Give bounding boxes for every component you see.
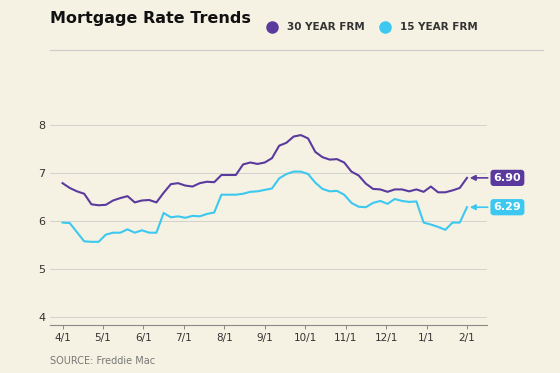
Text: 6.29: 6.29 [472, 202, 521, 212]
Text: SOURCE: Freddie Mac: SOURCE: Freddie Mac [50, 355, 156, 366]
Legend: 30 YEAR FRM, 15 YEAR FRM: 30 YEAR FRM, 15 YEAR FRM [258, 18, 482, 37]
Text: Mortgage Rate Trends: Mortgage Rate Trends [50, 11, 251, 26]
Text: 6.90: 6.90 [472, 173, 521, 183]
